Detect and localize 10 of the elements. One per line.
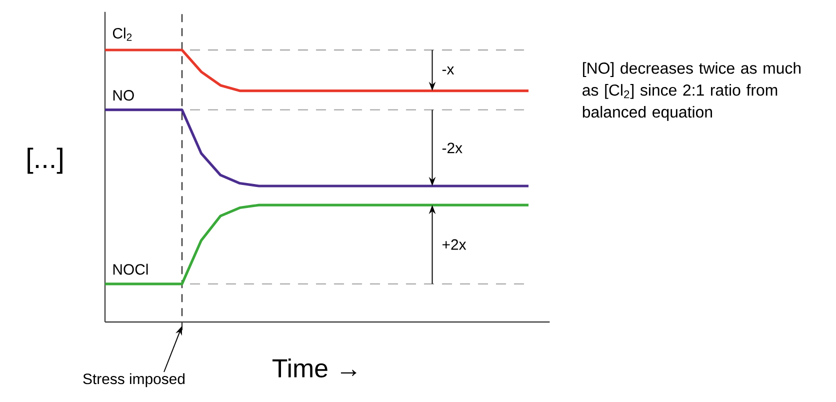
annotation: -2x bbox=[442, 142, 462, 154]
y-axis-title: [...] bbox=[28, 148, 62, 174]
series-label: NO bbox=[113, 90, 134, 101]
series-label: NOCl bbox=[113, 264, 148, 275]
text: Stress imposed bbox=[83, 373, 185, 388]
annotation: -x bbox=[442, 66, 454, 74]
annotation: +2x bbox=[442, 239, 466, 250]
text: [NO] decreases twice as much as [Cl$_{2}$] since 2:1 ratio from balanced equation bbox=[582, 62, 801, 121]
x-axis-title: Time → bbox=[272, 358, 356, 378]
series-label: Cl$_{2}$ bbox=[112, 28, 132, 41]
